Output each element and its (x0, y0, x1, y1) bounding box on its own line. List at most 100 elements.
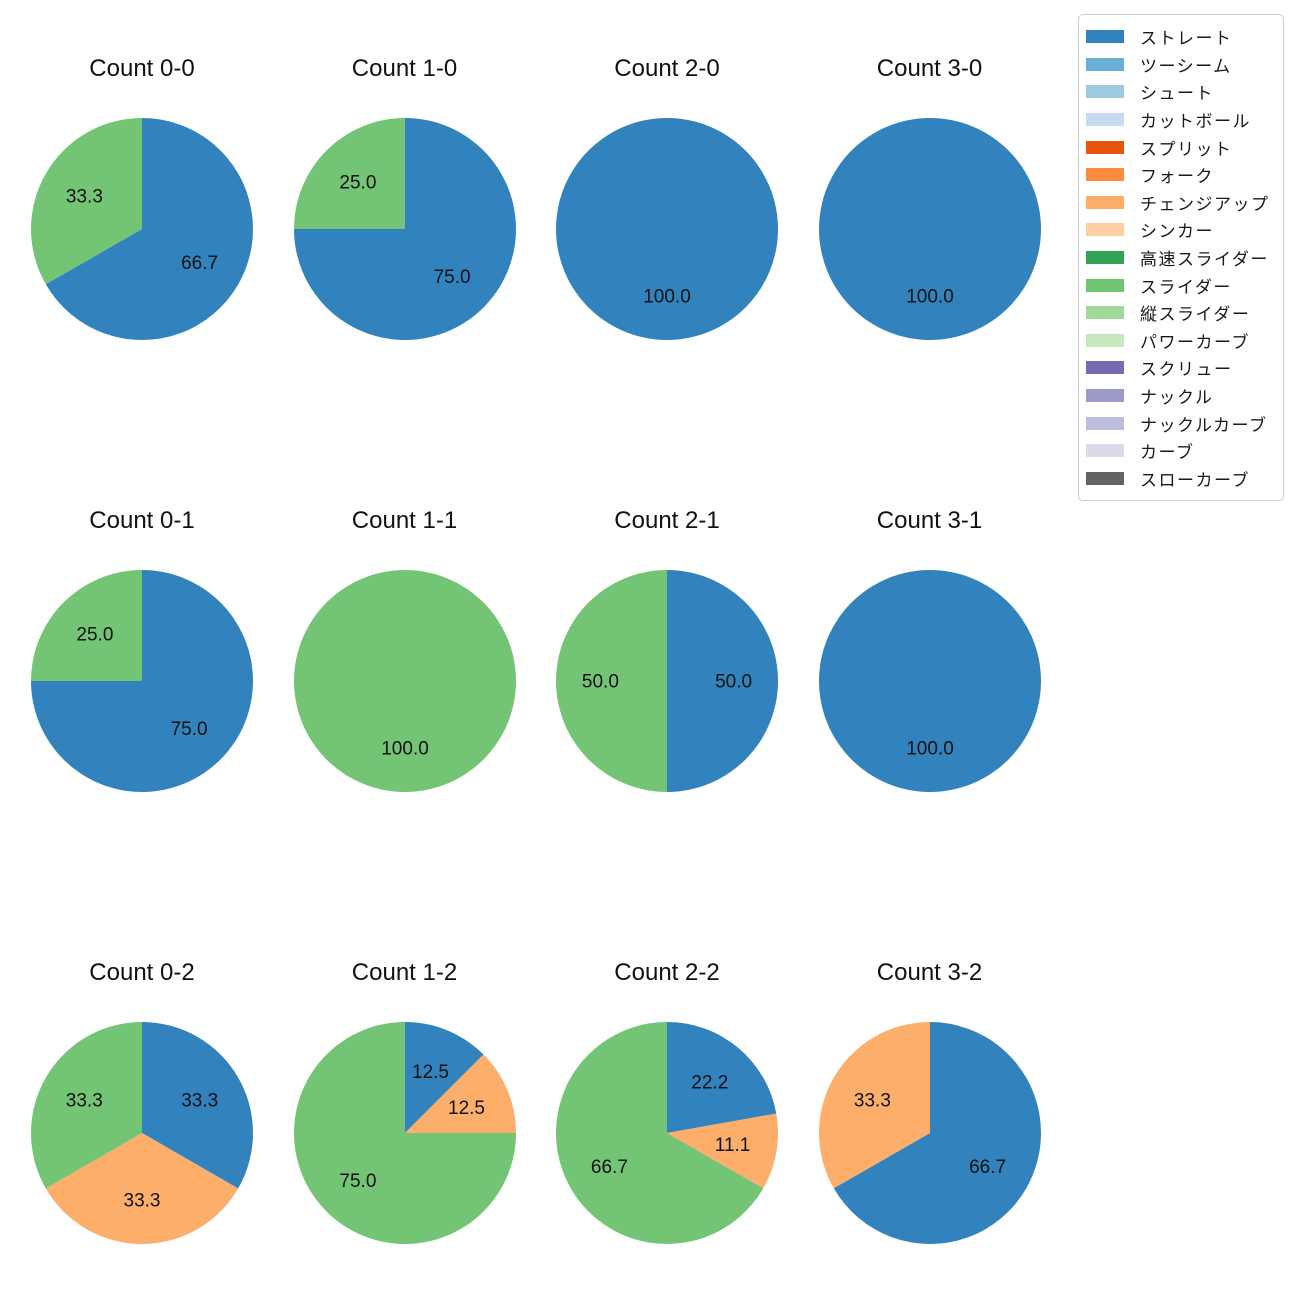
legend-item-label: ストレート (1140, 29, 1233, 49)
legend-color-swatch (1086, 278, 1124, 292)
pie-slice-percent-label: 33.3 (181, 1090, 218, 1111)
pie-slice-percent-label: 25.0 (76, 625, 113, 646)
legend-item-label: スライダー (1140, 277, 1232, 297)
pie-slice (31, 570, 142, 681)
chart-title: Count 0-2 (89, 959, 195, 986)
pie-slice-percent-label: 33.3 (124, 1190, 161, 1211)
chart-title: Count 3-1 (876, 507, 983, 534)
pie-slice (818, 570, 1041, 792)
legend-color-swatch (1086, 168, 1124, 182)
legend-item-label: カットボール (1140, 112, 1251, 132)
legend-color-swatch (1086, 223, 1124, 237)
legend-item-label: フォーク (1140, 167, 1214, 187)
legend-color-swatch (1086, 57, 1124, 71)
pie-slice-percent-label: 33.3 (853, 1090, 890, 1111)
pie-slice (404, 1054, 516, 1133)
chart-title: Count 1-0 (351, 55, 458, 82)
pie-chart: 50.0 50.0 (556, 570, 778, 792)
pie-slice-percent-label: 12.5 (448, 1098, 485, 1119)
legend-item: スライダー (1086, 271, 1275, 299)
legend-color-swatch (1086, 85, 1124, 99)
chart-title: Count 0-0 (89, 55, 195, 82)
legend-item: チェンジアップ (1086, 189, 1275, 217)
legend-item-label: スプリット (1140, 139, 1233, 159)
pie-slice-percent-label: 75.0 (433, 267, 470, 288)
pie-slice (45, 118, 254, 340)
pie-slice (818, 1022, 930, 1189)
pie-slice (293, 1022, 516, 1244)
pie-chart: 100.0 (293, 570, 516, 792)
pie-chart: 33.3 33.3 33.3 (30, 1022, 254, 1245)
legend-item-label: ナックル (1140, 388, 1214, 408)
legend-color-swatch (1086, 471, 1124, 485)
pie-slice (293, 570, 516, 792)
legend-item-label: カーブ (1140, 443, 1195, 463)
legend-item: 縦スライダー (1086, 299, 1275, 327)
pie-chart: 12.5 12.5 75.0 (293, 1022, 516, 1244)
pie-chart: 22.2 11.1 66.7 (555, 1022, 779, 1244)
legend-item: ツーシーム (1086, 51, 1275, 79)
pie-slice (30, 1022, 142, 1189)
pie-slice-percent-label: 12.5 (412, 1062, 449, 1083)
pie-slice (667, 1113, 779, 1189)
pie-slice-percent-label: 50.0 (582, 672, 619, 693)
pie-chart: 100.0 (818, 570, 1041, 792)
pie-chart: 66.7 33.3 (31, 118, 254, 340)
pie-slice-percent-label: 33.3 (66, 186, 103, 207)
legend-item-label: シュート (1140, 84, 1214, 104)
legend-item: シュート (1086, 78, 1275, 106)
legend-item-label: ツーシーム (1140, 56, 1232, 76)
legend-color-swatch (1086, 361, 1124, 375)
legend-item: カットボール (1086, 106, 1275, 134)
pie-slice-percent-label: 100.0 (906, 286, 954, 307)
pie-slice-percent-label: 100.0 (381, 738, 429, 759)
pie-slice (667, 570, 778, 792)
legend-item: シンカー (1086, 216, 1275, 244)
pie-slice-percent-label: 33.3 (66, 1090, 103, 1111)
legend-item: スプリット (1086, 133, 1275, 161)
legend-color-swatch (1086, 444, 1124, 458)
legend-color-swatch (1086, 306, 1124, 320)
chart-title: Count 2-2 (614, 959, 720, 986)
chart-title: Count 1-1 (351, 507, 458, 534)
pie-slice-percent-label: 25.0 (339, 173, 376, 194)
pie-chart: 100.0 (556, 118, 778, 340)
legend: ストレートツーシームシュートカットボール スプリットフォークチェンジアップ シンカー… (1078, 14, 1284, 502)
legend-color-swatch (1086, 195, 1124, 209)
pie-slice-percent-label: 75.0 (171, 719, 208, 740)
legend-item: カーブ (1086, 437, 1275, 465)
legend-item: スローカーブ (1086, 465, 1275, 493)
legend-color-swatch (1086, 140, 1124, 154)
pie-slice-percent-label: 75.0 (339, 1171, 376, 1192)
pie-slice (556, 118, 778, 340)
pie-chart: 75.0 25.0 (31, 570, 253, 792)
pie-slice-percent-label: 66.7 (969, 1157, 1006, 1178)
legend-color-swatch (1086, 30, 1124, 44)
legend-color-swatch (1086, 333, 1124, 347)
chart-title: Count 2-0 (614, 55, 720, 82)
chart-title: Count 1-2 (351, 959, 458, 986)
legend-item-label: チェンジアップ (1140, 194, 1270, 214)
chart-title: Count 3-2 (876, 959, 983, 986)
legend-item: ナックル (1086, 382, 1275, 410)
chart-title: Count 3-0 (876, 55, 983, 82)
legend-color-swatch (1086, 389, 1124, 403)
pie-slice-percent-label: 66.7 (591, 1157, 628, 1178)
legend-item-label: シンカー (1140, 222, 1214, 242)
pie-slice-percent-label: 100.0 (643, 286, 691, 307)
pie-slice (833, 1022, 1041, 1244)
legend-color-swatch (1086, 113, 1124, 127)
pie-chart: 100.0 (818, 118, 1041, 340)
pie-slice (555, 1022, 764, 1244)
pie-chart: 66.7 33.3 (818, 1022, 1041, 1244)
legend-color-swatch (1086, 416, 1124, 430)
chart-title: Count 0-1 (89, 507, 195, 534)
legend-item-label: 高速スライダー (1140, 250, 1269, 270)
legend-item: フォーク (1086, 161, 1275, 189)
pie-slice (45, 1133, 239, 1245)
legend-item-label: パワーカーブ (1140, 332, 1250, 352)
pie-chart: 75.0 25.0 (293, 118, 516, 340)
legend-color-swatch (1086, 251, 1124, 265)
pie-slice (293, 118, 405, 229)
